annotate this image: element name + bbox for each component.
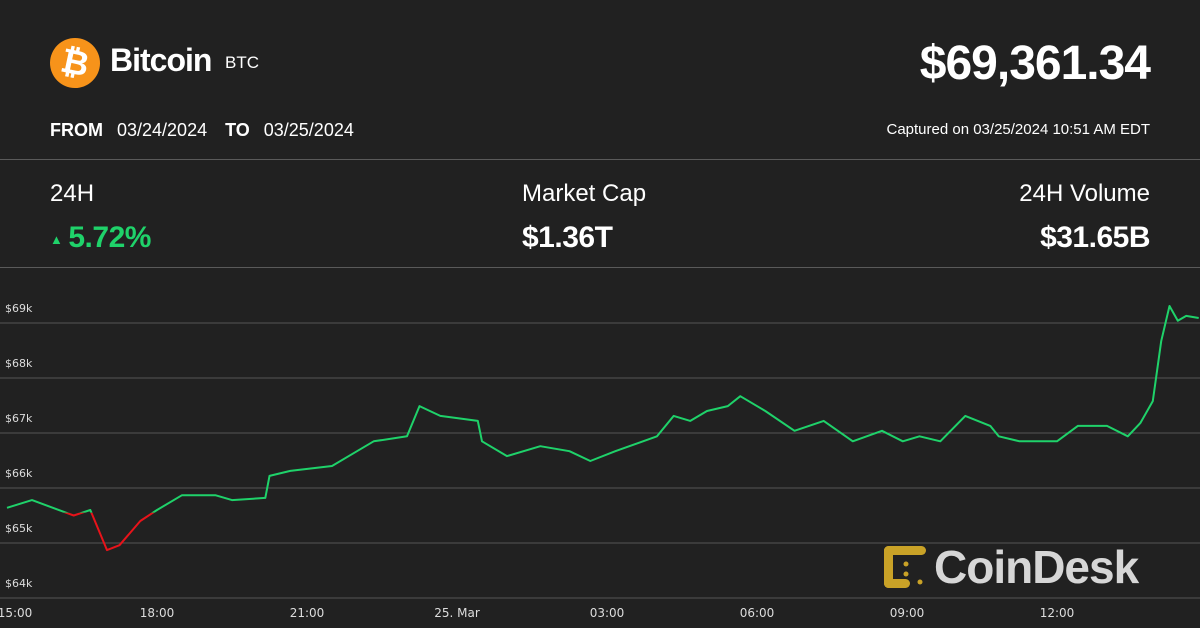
x-tick-label: 09:00 (890, 606, 925, 620)
to-label: TO (225, 120, 250, 140)
date-range: FROM 03/24/2024 TO 03/25/2024 (50, 120, 354, 141)
x-tick-label: 15:00 (0, 606, 32, 620)
x-tick-label: 25. Mar (434, 606, 480, 620)
triangle-up-icon: ▲ (50, 231, 63, 247)
volume-label: 24H Volume (1019, 180, 1150, 207)
change-label: 24H (50, 180, 95, 207)
price-line-up (6, 305, 1199, 513)
coindesk-logo-icon (884, 546, 926, 588)
market-cap-value: $1.36T (522, 221, 613, 254)
coindesk-wordmark: CoinDesk (934, 541, 1139, 593)
y-tick-label: $69k (5, 302, 33, 315)
price-chart: $64k $65k $66k $67k $68k $69k 15:00 18:00 21:00 2… (0, 302, 1200, 620)
y-tick-label: $67k (5, 412, 33, 425)
market-cap-label: Market Cap (522, 180, 647, 207)
to-date: 03/25/2024 (263, 120, 354, 140)
x-tick-label: 21:00 (290, 606, 325, 620)
x-tick-label: 03:00 (590, 606, 625, 620)
coin-symbol: BTC (225, 53, 259, 72)
captured-timestamp: Captured on 03/25/2024 10:51 AM EDT (886, 121, 1150, 138)
from-label: FROM (50, 120, 103, 140)
x-tick-label: 06:00 (740, 606, 775, 620)
volume-value: $31.65B (1040, 221, 1150, 254)
x-tick-label: 12:00 (1040, 606, 1075, 620)
price-line-down (63, 512, 155, 552)
y-tick-label: $65k (5, 522, 33, 535)
bitcoin-icon: ₿ (45, 33, 105, 93)
coin-name: Bitcoin (110, 42, 212, 78)
divider (0, 267, 1200, 268)
y-tick-label: $68k (5, 357, 33, 370)
coindesk-watermark: CoinDesk (882, 540, 1139, 594)
y-tick-label: $66k (5, 467, 33, 480)
x-tick-label: 18:00 (140, 606, 175, 620)
divider (0, 159, 1200, 160)
from-date: 03/24/2024 (117, 120, 208, 140)
change-value: ▲ 5.72% (50, 221, 151, 255)
y-tick-label: $64k (5, 577, 33, 590)
change-percent: 5.72% (68, 221, 151, 254)
current-price: $69,361.34 (919, 37, 1151, 90)
